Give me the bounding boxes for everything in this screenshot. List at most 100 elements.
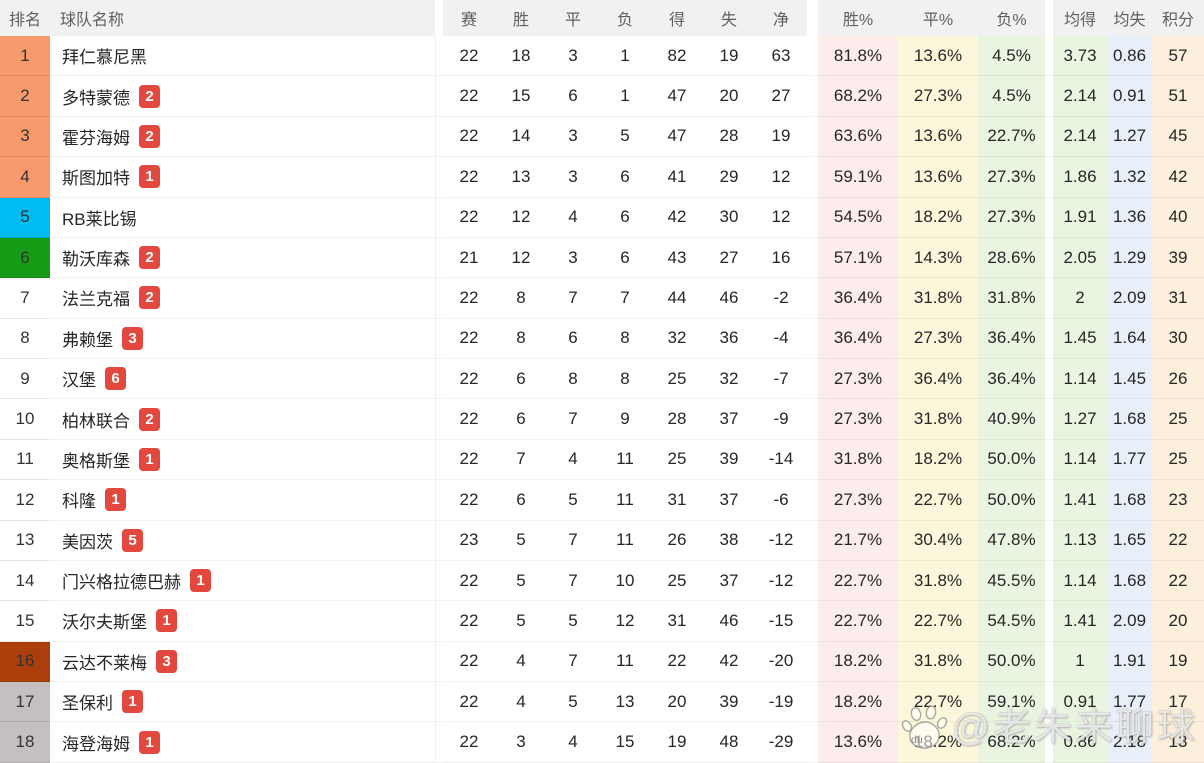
goals-against-cell: 46 <box>703 278 755 319</box>
rank-cell: 14 <box>0 560 50 602</box>
lost-cell: 6 <box>599 197 651 238</box>
drawn-cell: 8 <box>547 359 599 400</box>
rank-cell: 5 <box>0 197 50 238</box>
drawn-cell: 6 <box>547 318 599 359</box>
won-cell: 14 <box>495 116 547 158</box>
lost-cell: 11 <box>599 480 651 521</box>
rank-cell: 17 <box>0 682 50 723</box>
team-name: 沃尔夫斯堡 <box>62 613 147 633</box>
points-cell: 20 <box>1152 601 1204 642</box>
team-name: 斯图加特 <box>62 169 130 189</box>
won-cell: 12 <box>495 197 547 238</box>
team-badge: 3 <box>156 649 177 673</box>
draw-pct-cell: 13.6% <box>898 36 978 77</box>
column-gap <box>807 318 818 359</box>
team-badge: 2 <box>139 124 160 148</box>
team-name: 法兰克福 <box>62 290 130 310</box>
lost-cell: 11 <box>599 641 651 682</box>
draw-pct-cell: 14.3% <box>898 237 978 279</box>
column-gap <box>1045 480 1053 521</box>
loss-pct-cell: 36.4% <box>978 359 1045 400</box>
goal-diff-cell: -29 <box>755 722 807 763</box>
drawn-cell: 7 <box>547 520 599 561</box>
team-badge: 6 <box>105 367 126 391</box>
points-cell: 19 <box>1152 641 1204 682</box>
goals-for-cell: 22 <box>651 641 703 682</box>
played-cell: 23 <box>443 520 495 561</box>
goals-against-cell: 46 <box>703 601 755 642</box>
header-rank: 排名 <box>0 0 50 36</box>
goal-diff-cell: -7 <box>755 359 807 400</box>
rank-cell: 16 <box>0 641 50 682</box>
column-gap <box>807 480 818 521</box>
team-name: 圣保利 <box>62 694 113 714</box>
column-gap <box>1045 76 1053 117</box>
rank-cell: 6 <box>0 237 50 279</box>
lost-cell: 1 <box>599 36 651 77</box>
won-cell: 7 <box>495 439 547 481</box>
avg-goals-against-cell: 2.09 <box>1107 278 1152 319</box>
drawn-cell: 5 <box>547 682 599 723</box>
team-cell: 沃尔夫斯堡 1 <box>50 601 435 642</box>
column-gap <box>807 157 818 198</box>
avg-goals-for-cell: 0.91 <box>1053 682 1107 723</box>
avg-goals-for-cell: 1.91 <box>1053 197 1107 238</box>
goals-against-cell: 30 <box>703 197 755 238</box>
drawn-cell: 5 <box>547 480 599 521</box>
team-badge: 1 <box>190 569 211 593</box>
loss-pct-cell: 40.9% <box>978 399 1045 440</box>
avg-goals-for-cell: 2.14 <box>1053 116 1107 158</box>
goals-for-cell: 28 <box>651 399 703 440</box>
points-cell: 25 <box>1152 439 1204 481</box>
points-cell: 22 <box>1152 520 1204 561</box>
team-name: 海登海姆 <box>62 734 130 754</box>
loss-pct-cell: 27.3% <box>978 157 1045 198</box>
avg-goals-for-cell: 1 <box>1053 641 1107 682</box>
column-gap <box>1045 722 1053 763</box>
goals-for-cell: 41 <box>651 157 703 198</box>
goal-diff-cell: -4 <box>755 318 807 359</box>
drawn-cell: 6 <box>547 76 599 117</box>
goals-against-cell: 37 <box>703 399 755 440</box>
column-gap <box>807 722 818 763</box>
column-gap <box>807 560 818 602</box>
team-badge: 1 <box>156 609 177 633</box>
column-gap <box>435 682 443 723</box>
team-name: 勒沃库森 <box>62 250 130 270</box>
goals-against-cell: 42 <box>703 641 755 682</box>
points-cell: 40 <box>1152 197 1204 238</box>
team-name: 弗赖堡 <box>62 330 113 350</box>
team-badge: 2 <box>139 407 160 431</box>
won-cell: 4 <box>495 682 547 723</box>
won-cell: 18 <box>495 36 547 77</box>
win-pct-cell: 22.7% <box>818 601 898 642</box>
goal-diff-cell: -6 <box>755 480 807 521</box>
played-cell: 22 <box>443 722 495 763</box>
loss-pct-cell: 50.0% <box>978 480 1045 521</box>
column-gap <box>435 601 443 642</box>
team-cell: 科隆 1 <box>50 480 435 521</box>
loss-pct-cell: 31.8% <box>978 278 1045 319</box>
played-cell: 22 <box>443 399 495 440</box>
column-gap <box>1045 682 1053 723</box>
column-gap <box>435 722 443 763</box>
played-cell: 22 <box>443 439 495 481</box>
avg-goals-against-cell: 2.09 <box>1107 601 1152 642</box>
draw-pct-cell: 31.8% <box>898 278 978 319</box>
team-cell: 柏林联合 2 <box>50 399 435 440</box>
team-badge: 1 <box>105 488 126 512</box>
header-team-name: 球队名称 <box>50 0 435 36</box>
team-cell: 斯图加特 1 <box>50 157 435 198</box>
column-gap <box>1045 318 1053 359</box>
goals-for-cell: 20 <box>651 682 703 723</box>
goals-against-cell: 19 <box>703 36 755 77</box>
team-cell: 海登海姆 1 <box>50 722 435 763</box>
played-cell: 22 <box>443 480 495 521</box>
column-gap <box>435 76 443 117</box>
header-goals-for: 得 <box>651 0 703 36</box>
table-row: 15 沃尔夫斯堡 1 22 5 5 12 31 46 -15 22.7% 22.… <box>0 601 1204 642</box>
table-row: 4 斯图加特 1 22 13 3 6 41 29 12 59.1% 13.6% … <box>0 157 1204 198</box>
goals-for-cell: 31 <box>651 601 703 642</box>
goals-against-cell: 20 <box>703 76 755 117</box>
